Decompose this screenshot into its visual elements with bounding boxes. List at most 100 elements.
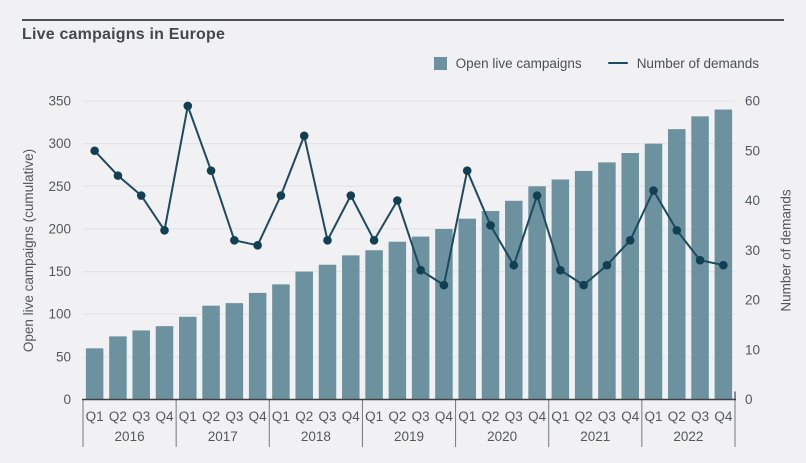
quarter-label: Q3 <box>505 409 523 424</box>
marker-2022-Q1[interactable] <box>649 186 658 195</box>
marker-2016-Q2[interactable] <box>113 171 123 180</box>
quarter-label: Q3 <box>412 409 430 424</box>
marker-2017-Q4[interactable] <box>253 240 262 250</box>
marker-2021-Q4[interactable] <box>625 236 635 245</box>
year-label: 2020 <box>487 429 517 444</box>
y-axis-label-right: 50 <box>745 143 760 158</box>
legend-bar-swatch-icon <box>433 56 447 70</box>
marker-2021-Q1[interactable] <box>556 265 565 275</box>
bar-2017-Q4[interactable] <box>248 292 267 400</box>
quarter-label: Q2 <box>109 409 127 424</box>
bar-2019-Q4[interactable] <box>435 228 453 400</box>
y-axis-label-right: 60 <box>745 94 760 109</box>
marker-2019-Q4[interactable] <box>439 280 449 290</box>
marker-2022-Q2[interactable] <box>672 226 682 235</box>
bar-2020-Q2[interactable] <box>481 211 500 400</box>
year-label: 2017 <box>208 429 238 444</box>
marker-2020-Q4[interactable] <box>532 191 542 200</box>
bar-2020-Q3[interactable] <box>505 200 523 400</box>
bar-2016-Q3[interactable] <box>132 330 150 400</box>
bar-2021-Q4[interactable] <box>621 153 639 400</box>
quarter-label: Q1 <box>551 409 569 424</box>
bar-2017-Q3[interactable] <box>225 303 244 400</box>
bar-2019-Q2[interactable] <box>388 241 407 400</box>
quarter-label: Q1 <box>644 409 662 424</box>
marker-2018-Q1[interactable] <box>276 191 286 200</box>
y-axis-label-left: 300 <box>48 136 71 151</box>
quarter-label: Q2 <box>295 409 313 424</box>
quarter-label: Q2 <box>388 409 406 424</box>
marker-2016-Q1[interactable] <box>90 146 99 156</box>
y-axis-label-right: 20 <box>745 293 760 308</box>
legend: Open live campaigns Number of demands <box>0 54 759 72</box>
quarter-label: Q1 <box>86 409 104 424</box>
quarter-label: Q3 <box>318 409 336 424</box>
year-label: 2016 <box>115 429 145 444</box>
marker-2020-Q3[interactable] <box>509 260 519 270</box>
marker-2016-Q3[interactable] <box>136 191 146 200</box>
chart-title: Live campaigns in Europe <box>22 26 226 43</box>
bar-2016-Q2[interactable] <box>109 336 127 400</box>
marker-2019-Q3[interactable] <box>416 265 425 275</box>
bar-2019-Q3[interactable] <box>411 236 430 400</box>
demands-line <box>93 105 725 287</box>
year-label: 2019 <box>394 429 424 444</box>
quarter-label: Q4 <box>528 409 547 424</box>
quarter-label: Q4 <box>621 409 640 424</box>
bar-2018-Q3[interactable] <box>318 264 337 400</box>
bar-2020-Q4[interactable] <box>528 186 546 400</box>
marker-2019-Q2[interactable] <box>393 196 402 205</box>
year-label: 2022 <box>673 429 703 444</box>
bar-2021-Q3[interactable] <box>598 162 616 400</box>
marker-2022-Q4[interactable] <box>719 260 728 270</box>
legend-label: Number of demands <box>636 55 759 71</box>
bar-2022-Q4[interactable] <box>714 109 733 400</box>
marker-2017-Q1[interactable] <box>183 101 193 111</box>
bar-2018-Q1[interactable] <box>272 284 290 400</box>
y-axis-label-right: 40 <box>745 193 760 208</box>
quarter-label: Q4 <box>155 409 174 424</box>
legend-line-swatch-icon <box>607 61 628 65</box>
quarter-label: Q3 <box>225 409 243 424</box>
bar-2017-Q1[interactable] <box>179 316 197 400</box>
bar-2018-Q4[interactable] <box>342 255 360 400</box>
y-axis-label-right: 30 <box>745 243 760 258</box>
bar-2016-Q1[interactable] <box>85 348 104 400</box>
marker-2018-Q2[interactable] <box>299 131 309 141</box>
marker-2017-Q2[interactable] <box>206 166 216 175</box>
title-rule <box>22 19 784 21</box>
bar-2018-Q2[interactable] <box>295 271 313 400</box>
bar-2017-Q2[interactable] <box>202 305 220 400</box>
y-axis-label-left: 50 <box>56 349 71 364</box>
quarter-label: Q4 <box>435 409 454 424</box>
legend-item-open-live-campaigns[interactable]: Open live campaigns <box>433 55 582 71</box>
legend-label: Open live campaigns <box>455 55 582 71</box>
marker-2021-Q3[interactable] <box>602 260 612 270</box>
marker-2021-Q2[interactable] <box>579 280 588 290</box>
y-axis-label-left: 200 <box>48 221 71 236</box>
bar-2019-Q1[interactable] <box>365 250 383 400</box>
quarter-label: Q1 <box>179 409 197 424</box>
marker-2019-Q1[interactable] <box>369 236 379 245</box>
quarter-label: Q2 <box>481 409 499 424</box>
y-axis-label-left: 350 <box>48 94 71 109</box>
marker-2020-Q2[interactable] <box>486 221 495 230</box>
marker-2018-Q4[interactable] <box>346 191 356 200</box>
marker-2017-Q3[interactable] <box>230 236 239 245</box>
marker-2022-Q3[interactable] <box>695 255 705 265</box>
quarter-label: Q4 <box>249 409 268 424</box>
bar-2021-Q1[interactable] <box>551 179 570 400</box>
bar-2022-Q2[interactable] <box>668 129 686 400</box>
bar-2020-Q1[interactable] <box>458 218 476 400</box>
marker-2020-Q1[interactable] <box>462 166 472 175</box>
quarter-label: Q3 <box>598 409 616 424</box>
quarter-label: Q4 <box>342 409 361 424</box>
bar-2022-Q1[interactable] <box>644 143 663 400</box>
marker-2018-Q3[interactable] <box>323 236 332 245</box>
y-axis-label-right: 10 <box>745 342 760 357</box>
legend-item-number-of-demands[interactable]: Number of demands <box>607 55 759 71</box>
marker-2016-Q4[interactable] <box>160 226 169 235</box>
bar-2016-Q4[interactable] <box>155 326 174 400</box>
year-label: 2021 <box>580 429 610 444</box>
